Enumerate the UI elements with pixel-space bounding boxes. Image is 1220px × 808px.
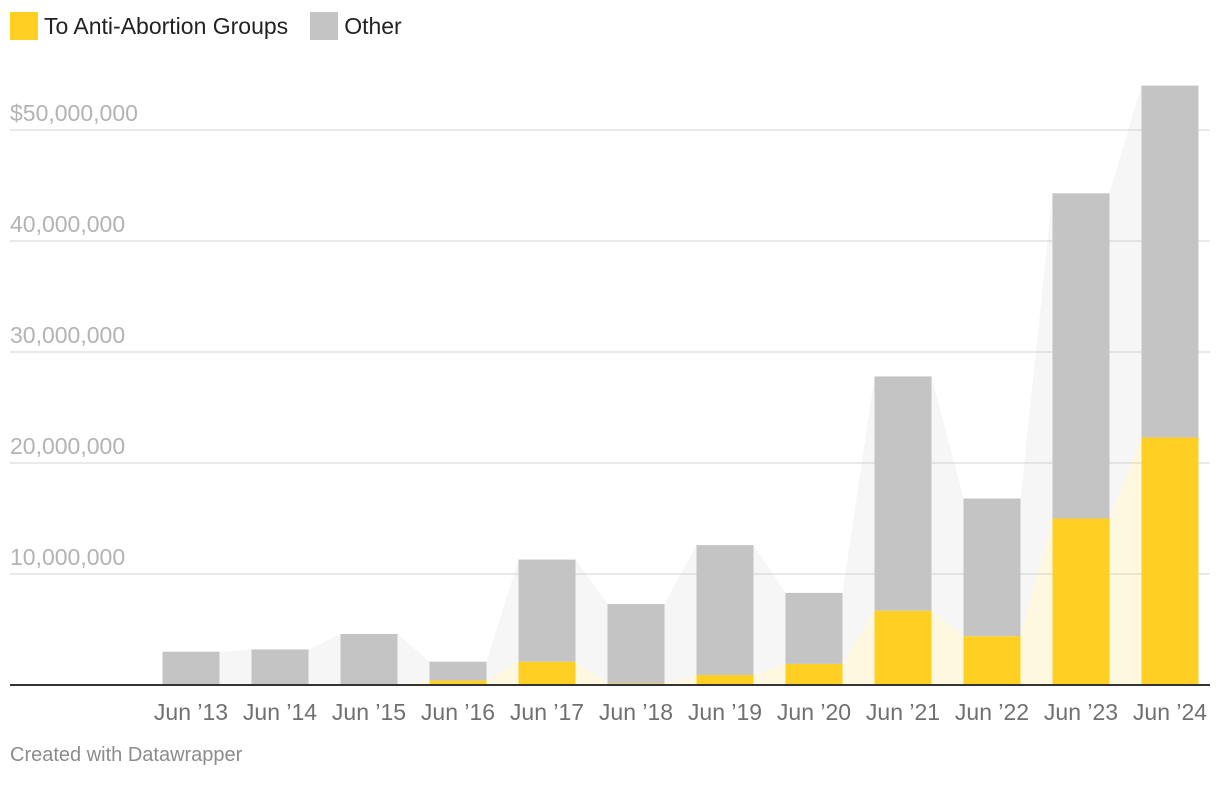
connector-anti-abortion (1020, 518, 1053, 685)
y-axis-ticks: 10,000,000 20,000,000 30,000,000 40,000,000… (10, 100, 138, 570)
connector-other (931, 376, 964, 637)
bar-other (963, 498, 1021, 637)
connector-anti-abortion (842, 610, 875, 685)
y-tick-label: 10,000,000 (10, 544, 125, 570)
legend-label-other: Other (344, 12, 402, 39)
bar-other (518, 559, 576, 662)
x-tick-label: Jun ’14 (243, 699, 317, 725)
connector-areas (219, 85, 1142, 685)
bar-anti-abortion (785, 663, 843, 685)
bar-anti-abortion (696, 675, 754, 685)
connector-other (219, 649, 252, 685)
bar-other (162, 651, 220, 685)
bar-anti-abortion (874, 610, 932, 685)
connector-anti-abortion (575, 661, 608, 685)
connector-anti-abortion (753, 663, 786, 685)
bar-other (696, 545, 754, 676)
connector-other (664, 545, 697, 684)
connector-anti-abortion (931, 610, 964, 685)
x-tick-label: Jun ’20 (777, 699, 851, 725)
bar-other (340, 633, 398, 685)
connector-anti-abortion (397, 680, 430, 685)
connector-other (575, 559, 608, 684)
bar-other (251, 649, 309, 685)
x-tick-label: Jun ’16 (421, 699, 495, 725)
legend-swatch-other (310, 12, 339, 40)
legend-item-other: Other (310, 12, 402, 40)
connector-other (842, 376, 875, 664)
connector-anti-abortion (1109, 437, 1142, 685)
legend: To Anti-Abortion Groups Other (10, 12, 424, 40)
x-tick-label: Jun ’23 (1044, 699, 1118, 725)
connector-other (308, 633, 341, 685)
connector-other (1109, 85, 1142, 519)
y-tick-label: $50,000,000 (10, 100, 138, 126)
connector-other (486, 559, 519, 681)
legend-label-anti-abortion: To Anti-Abortion Groups (44, 12, 289, 39)
bar-anti-abortion (963, 636, 1021, 685)
x-tick-label: Jun ’24 (1133, 699, 1207, 725)
x-tick-label: Jun ’15 (332, 699, 406, 725)
bar-anti-abortion (1052, 518, 1110, 685)
x-tick-label: Jun ’17 (510, 699, 584, 725)
x-tick-label: Jun ’22 (955, 699, 1029, 725)
x-tick-label: Jun ’21 (866, 699, 940, 725)
connector-anti-abortion (664, 675, 697, 685)
footer-credit: Created with Datawrapper (10, 744, 243, 766)
bar-other (607, 603, 665, 684)
bar-other (1052, 193, 1110, 519)
x-tick-label: Jun ’18 (599, 699, 673, 725)
legend-swatch-anti-abortion (10, 12, 38, 40)
x-tick-label: Jun ’19 (688, 699, 762, 725)
connector-other (753, 545, 786, 676)
bar-other (1141, 85, 1199, 438)
y-tick-label: 30,000,000 (10, 322, 125, 348)
x-tick-label: Jun ’13 (154, 699, 228, 725)
bar-anti-abortion (1141, 437, 1199, 685)
legend-item-anti-abortion: To Anti-Abortion Groups (10, 12, 288, 40)
y-tick-label: 40,000,000 (10, 211, 125, 237)
connector-other (397, 633, 430, 685)
connector-other (1020, 193, 1053, 637)
x-axis-ticks: Jun ’13 Jun ’14 Jun ’15 Jun ’16 Jun ’17 Jun ’… (154, 699, 1207, 725)
y-tick-label: 20,000,000 (10, 433, 125, 459)
bar-anti-abortion (518, 661, 576, 685)
bar-other (874, 376, 932, 611)
bar-other (429, 661, 487, 681)
bar-anti-abortion (429, 680, 487, 685)
bars (162, 85, 1199, 685)
bar-other (785, 592, 843, 664)
connector-anti-abortion (486, 661, 519, 685)
